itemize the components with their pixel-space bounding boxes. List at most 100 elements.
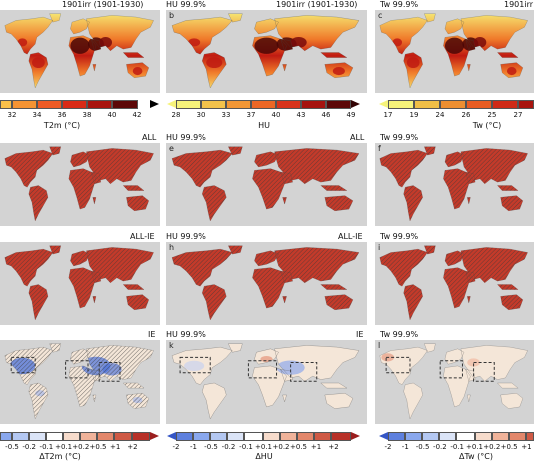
panel-l-letter: l [378, 341, 381, 350]
continent-outline-south-america [28, 284, 49, 321]
continent-outline-greenland [228, 146, 243, 156]
region-box [385, 356, 411, 374]
continent-outline-asia [274, 345, 360, 382]
world-map-hu-all-ie [166, 242, 367, 325]
continent-outline-asia [460, 15, 528, 51]
map-panel-i [375, 242, 534, 325]
continent-outline-south-america [403, 382, 423, 420]
map-panel-e [166, 143, 367, 226]
continent-outline-europe [70, 151, 90, 168]
panel-e-right-title: ALL [350, 133, 365, 142]
colorbar-dhu-tick: +0.5 [290, 443, 307, 451]
world-map-tw-1901irr [375, 10, 534, 93]
continent-outline-europe [70, 250, 90, 267]
panel-k-letter: k [169, 341, 174, 350]
panel-c-right-title: 1901irr [504, 0, 534, 9]
continent-outline-madagascar [467, 64, 471, 72]
colorbar-t2m-tick: 34 [32, 111, 42, 119]
colorbar-dtw-tick: -0.5 [415, 443, 430, 451]
continent-outline-asia [86, 15, 154, 51]
colorbar-dt2m-tick: +0.1 [55, 443, 73, 451]
continent-outline-africa [443, 267, 471, 309]
colorbar-tw-tick: 24 [435, 111, 445, 119]
continent-outline-africa [68, 267, 97, 309]
continent-outline-north-america [379, 16, 428, 55]
colorbar-dhu-extend-right [351, 432, 360, 440]
colorbar-hu-tick: 40 [271, 111, 281, 119]
world-map-t2m-all-ie [0, 242, 160, 325]
continent-outline-australia [500, 294, 523, 310]
colorbar-t2m-extend-arrow [150, 100, 159, 108]
continent-outline-arabia [91, 369, 101, 382]
panel-l-left-title: Tw 99.9% [380, 330, 419, 339]
colorbar-t2m-tick: 38 [82, 111, 92, 119]
continent-outline-europe [444, 18, 465, 35]
region-box [65, 360, 89, 379]
region-box [473, 362, 495, 382]
map-panel-g [0, 242, 160, 325]
world-map-tw-all-ie [375, 242, 534, 325]
continent-outline-arabia [91, 171, 101, 184]
continent-outline-greenland [49, 343, 61, 353]
continent-outline-north-america [171, 248, 233, 287]
continent-outline-south-america [28, 52, 49, 89]
panel-e-letter: e [169, 144, 174, 153]
continent-outline-arabia [280, 171, 293, 184]
region-box [290, 362, 318, 382]
continent-outline-arabia [91, 270, 101, 283]
continent-outline-arabia [465, 270, 476, 283]
continent-outline-madagascar [467, 296, 471, 304]
continent-outline-greenland [49, 245, 61, 255]
continent-outline-asia [86, 345, 154, 382]
colorbar-dtw [388, 432, 534, 441]
colorbar-dtw-tick: +0.5 [500, 443, 518, 451]
continent-outline-australia [324, 195, 354, 211]
panel-c-letter: c [378, 11, 383, 20]
continent-outline-africa [68, 365, 97, 408]
continent-outline-south-america [202, 185, 227, 222]
continent-outline-africa [252, 35, 287, 77]
map-panel-b [166, 10, 367, 93]
panel-h-letter: h [169, 243, 175, 252]
continent-outline-australia [324, 294, 354, 310]
colorbar-dt2m-tick: -0.5 [5, 443, 19, 451]
continent-outline-indonesia [122, 52, 145, 58]
colorbar-t2m-tick: 42 [132, 111, 142, 119]
continent-outline-asia [274, 247, 360, 283]
continent-outline-greenland [49, 13, 61, 23]
continent-outline-south-america [202, 382, 227, 420]
colorbar-dt2m-tick: -0.2 [22, 443, 37, 451]
continent-outline-australia [126, 62, 149, 78]
colorbar-t2m-tick: 36 [57, 111, 67, 119]
continent-outline-africa [68, 168, 97, 210]
continent-outline-asia [274, 148, 360, 184]
continent-outline-europe [254, 18, 279, 35]
colorbar-dhu-tick: +0.2 [272, 443, 290, 451]
continent-outline-africa [443, 365, 471, 408]
region-box [247, 360, 278, 379]
continent-outline-south-america [403, 185, 423, 222]
colorbar-hu-extend-right [351, 100, 360, 108]
colorbar-dt2m-tick: +2 [127, 443, 138, 451]
continent-outline-indonesia [497, 382, 519, 389]
panel-e-left-title: HU 99.9% [166, 133, 206, 142]
colorbar-dhu [176, 432, 351, 441]
continent-outline-indonesia [497, 185, 519, 191]
panel-f-left-title: Tw 99.9% [380, 133, 419, 142]
map-panel-h [166, 242, 367, 325]
map-panel-c [375, 10, 534, 93]
colorbar-dhu-tick: +2 [328, 443, 339, 451]
colorbar-dhu-tick: -0.5 [204, 443, 218, 451]
colorbar-dt2m-tick: +0.2 [72, 443, 90, 451]
colorbar-dhu-tick: +0.1 [255, 443, 272, 451]
colorbar-tw-tick: 25 [487, 111, 497, 119]
colorbar-tw-tick: 27 [513, 111, 523, 119]
continent-outline-south-america [28, 382, 49, 420]
continent-outline-asia [460, 247, 528, 283]
region-box [179, 356, 211, 374]
continent-outline-asia [86, 247, 154, 283]
continent-outline-north-america [4, 149, 53, 188]
continent-outline-africa [68, 35, 97, 77]
continent-outline-australia [500, 393, 523, 409]
continent-outline-arabia [465, 38, 476, 51]
